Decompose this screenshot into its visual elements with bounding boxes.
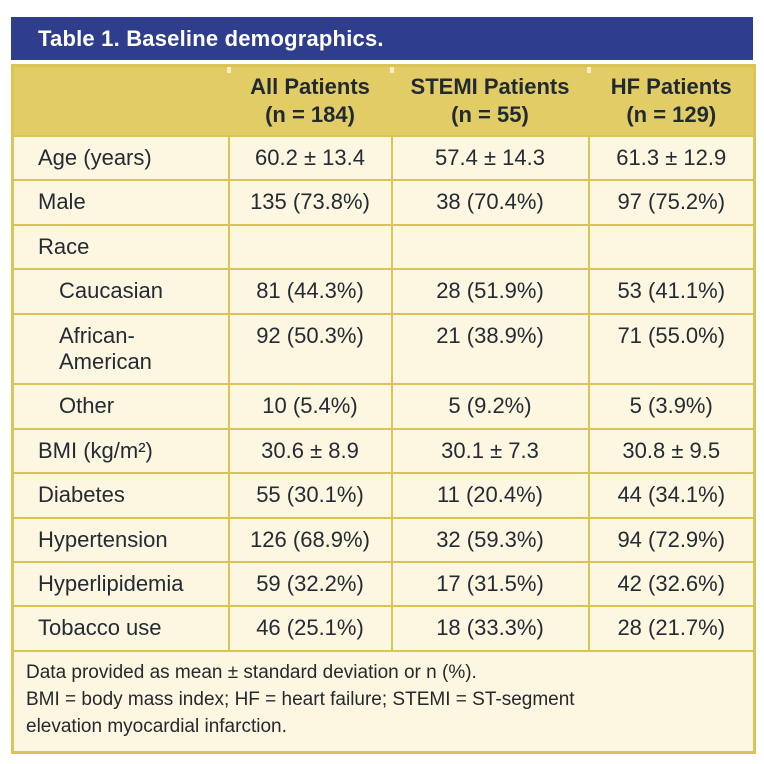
cell-value: 46 (25.1%) xyxy=(227,605,393,652)
table-row-age: Age (years) 60.2 ± 13.4 57.4 ± 14.3 61.3… xyxy=(11,134,756,182)
footnote-line: BMI = body mass index; HF = heart failur… xyxy=(26,688,575,710)
table-row-diabetes: Diabetes 55 (30.1%) 11 (20.4%) 44 (34.1%… xyxy=(11,472,756,519)
table-row-male: Male 135 (73.8%) 38 (70.4%) 97 (75.2%) xyxy=(11,179,756,226)
row-label: Race xyxy=(11,223,230,271)
column-header-hf-patients: HF Patients (n = 129) xyxy=(587,64,756,137)
cell-value xyxy=(390,223,590,271)
cell-value xyxy=(587,223,756,271)
demographics-table: All Patients (n = 184) STEMI Patients (n… xyxy=(11,64,756,754)
column-header-stemi-patients: STEMI Patients (n = 55) xyxy=(390,64,590,137)
cell-value: 81 (44.3%) xyxy=(227,268,393,315)
table-row-caucasian: Caucasian 81 (44.3%) 28 (51.9%) 53 (41.1… xyxy=(11,268,756,315)
cell-value: 30.1 ± 7.3 xyxy=(390,427,590,475)
footnote-line: elevation myocardial infarction. xyxy=(26,715,287,737)
cell-value: 5 (3.9%) xyxy=(587,383,756,430)
cell-value: 10 (5.4%) xyxy=(227,383,393,430)
cell-value: 60.2 ± 13.4 xyxy=(227,134,393,182)
cell-value: 135 (73.8%) xyxy=(227,179,393,226)
cell-value: 28 (51.9%) xyxy=(390,268,590,315)
cell-value: 30.8 ± 9.5 xyxy=(587,427,756,475)
table-row-other: Other 10 (5.4%) 5 (9.2%) 5 (3.9%) xyxy=(11,383,756,430)
column-name: HF Patients xyxy=(610,73,732,99)
cell-value: 30.6 ± 8.9 xyxy=(227,427,393,475)
table-row-tobacco-use: Tobacco use 46 (25.1%) 18 (33.3%) 28 (21… xyxy=(11,605,756,652)
cell-value: 21 (38.9%) xyxy=(390,312,590,386)
column-n: (n = 55) xyxy=(451,102,529,127)
cell-value: 61.3 ± 12.9 xyxy=(587,134,756,182)
table-row-hyperlipidemia: Hyperlipidemia 59 (32.2%) 17 (31.5%) 42 … xyxy=(11,560,756,608)
cell-value: 5 (9.2%) xyxy=(390,383,590,430)
table-body: Age (years) 60.2 ± 13.4 57.4 ± 14.3 61.3… xyxy=(11,134,756,652)
cell-value: 11 (20.4%) xyxy=(390,472,590,519)
cell-value: 53 (41.1%) xyxy=(587,268,756,315)
table-row-african-american: African- American 92 (50.3%) 21 (38.9%) … xyxy=(11,312,756,386)
row-label: Other xyxy=(11,383,230,430)
row-label: Tobacco use xyxy=(11,605,230,652)
table-row-race: Race xyxy=(11,223,756,271)
cell-value: 59 (32.2%) xyxy=(227,560,393,608)
column-name: All Patients xyxy=(250,73,370,99)
cell-value: 55 (30.1%) xyxy=(227,472,393,519)
cell-value: 18 (33.3%) xyxy=(390,605,590,652)
row-label: Hyperlipidemia xyxy=(11,560,230,608)
cell-value: 71 (55.0%) xyxy=(587,312,756,386)
cell-value: 92 (50.3%) xyxy=(227,312,393,386)
column-name: STEMI Patients xyxy=(410,73,570,99)
table-1-baseline-demographics: Table 1. Baseline demographics. All Pati… xyxy=(11,17,756,754)
table-row-hypertension: Hypertension 126 (68.9%) 32 (59.3%) 94 (… xyxy=(11,516,756,563)
cell-value: 38 (70.4%) xyxy=(390,179,590,226)
cell-value: 32 (59.3%) xyxy=(390,516,590,563)
cell-value: 94 (72.9%) xyxy=(587,516,756,563)
table-title: Table 1. Baseline demographics. xyxy=(38,25,384,51)
cell-value: 97 (75.2%) xyxy=(587,179,756,226)
row-label: Caucasian xyxy=(11,268,230,315)
table-row-bmi: BMI (kg/m²) 30.6 ± 8.9 30.1 ± 7.3 30.8 ±… xyxy=(11,427,756,475)
cell-value: 42 (32.6%) xyxy=(587,560,756,608)
cell-value: 57.4 ± 14.3 xyxy=(390,134,590,182)
footnote-row: Data provided as mean ± standard deviati… xyxy=(11,649,756,754)
footnote-cell: Data provided as mean ± standard deviati… xyxy=(11,649,756,754)
cell-value xyxy=(227,223,393,271)
header-row: All Patients (n = 184) STEMI Patients (n… xyxy=(11,64,756,137)
table-title-bar: Table 1. Baseline demographics. xyxy=(11,17,753,60)
header-spacer-cell xyxy=(11,64,230,137)
cell-value: 126 (68.9%) xyxy=(227,516,393,563)
cell-value: 44 (34.1%) xyxy=(587,472,756,519)
row-label: Hypertension xyxy=(11,516,230,563)
row-label: Diabetes xyxy=(11,472,230,519)
column-n: (n = 129) xyxy=(626,102,717,127)
cell-value: 28 (21.7%) xyxy=(587,605,756,652)
table-footnote: Data provided as mean ± standard deviati… xyxy=(11,649,756,754)
row-label: Age (years) xyxy=(11,134,230,182)
column-n: (n = 184) xyxy=(265,102,355,127)
table-header: All Patients (n = 184) STEMI Patients (n… xyxy=(11,64,756,137)
row-label: Male xyxy=(11,179,230,226)
cell-value: 17 (31.5%) xyxy=(390,560,590,608)
row-label: BMI (kg/m²) xyxy=(11,427,230,475)
column-header-all-patients: All Patients (n = 184) xyxy=(227,64,393,137)
footnote-line: Data provided as mean ± standard deviati… xyxy=(26,661,477,683)
row-label: African- American xyxy=(11,312,230,386)
